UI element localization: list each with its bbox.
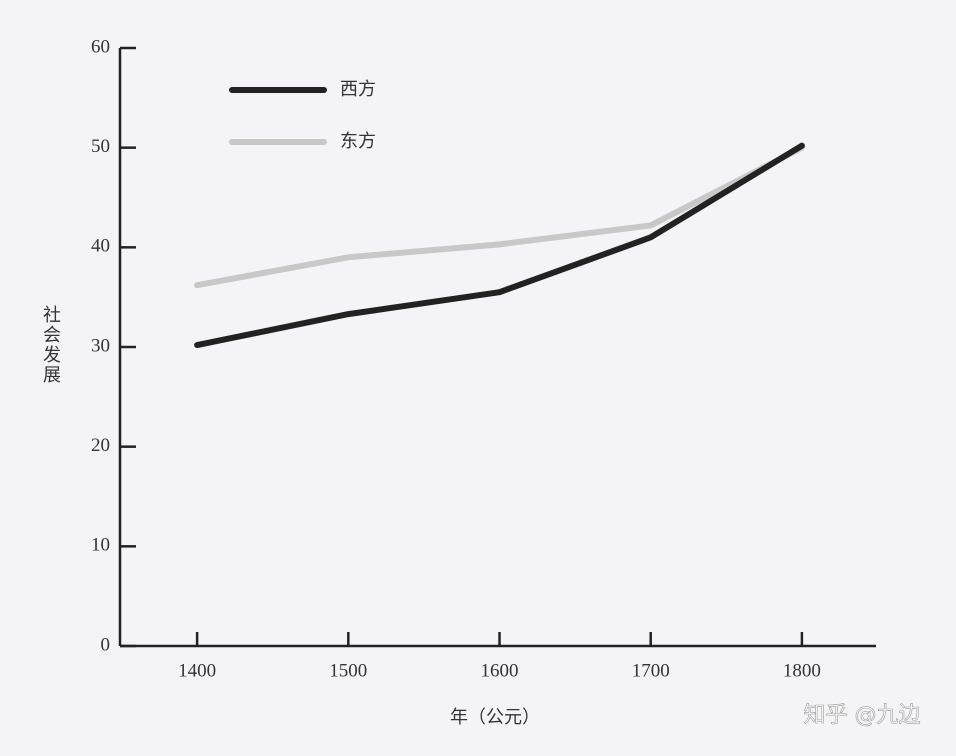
x-tick-label: 1600 [481, 660, 519, 681]
y-tick-label: 10 [91, 535, 110, 556]
x-tick-label: 1500 [329, 660, 367, 681]
x-axis-label: 年（公元） [450, 707, 540, 728]
series-line [194, 142, 805, 349]
watermark: 知乎 @九边 [804, 703, 921, 728]
y-tick-label: 0 [101, 634, 111, 655]
y-tick-label: 30 [91, 335, 110, 356]
y-tick-label: 40 [91, 236, 110, 257]
y-tick-label: 50 [91, 136, 110, 157]
series-line [194, 144, 805, 289]
legend-label: 西方 [340, 79, 376, 100]
y-tick-label: 60 [91, 36, 110, 57]
x-tick-label: 1400 [178, 660, 216, 681]
y-axis-label: 社会发展 [40, 305, 61, 385]
y-tick-label: 20 [91, 435, 110, 456]
x-tick-label: 1700 [632, 660, 670, 681]
x-tick-label: 1800 [783, 660, 821, 681]
legend-label: 东方 [340, 131, 376, 152]
